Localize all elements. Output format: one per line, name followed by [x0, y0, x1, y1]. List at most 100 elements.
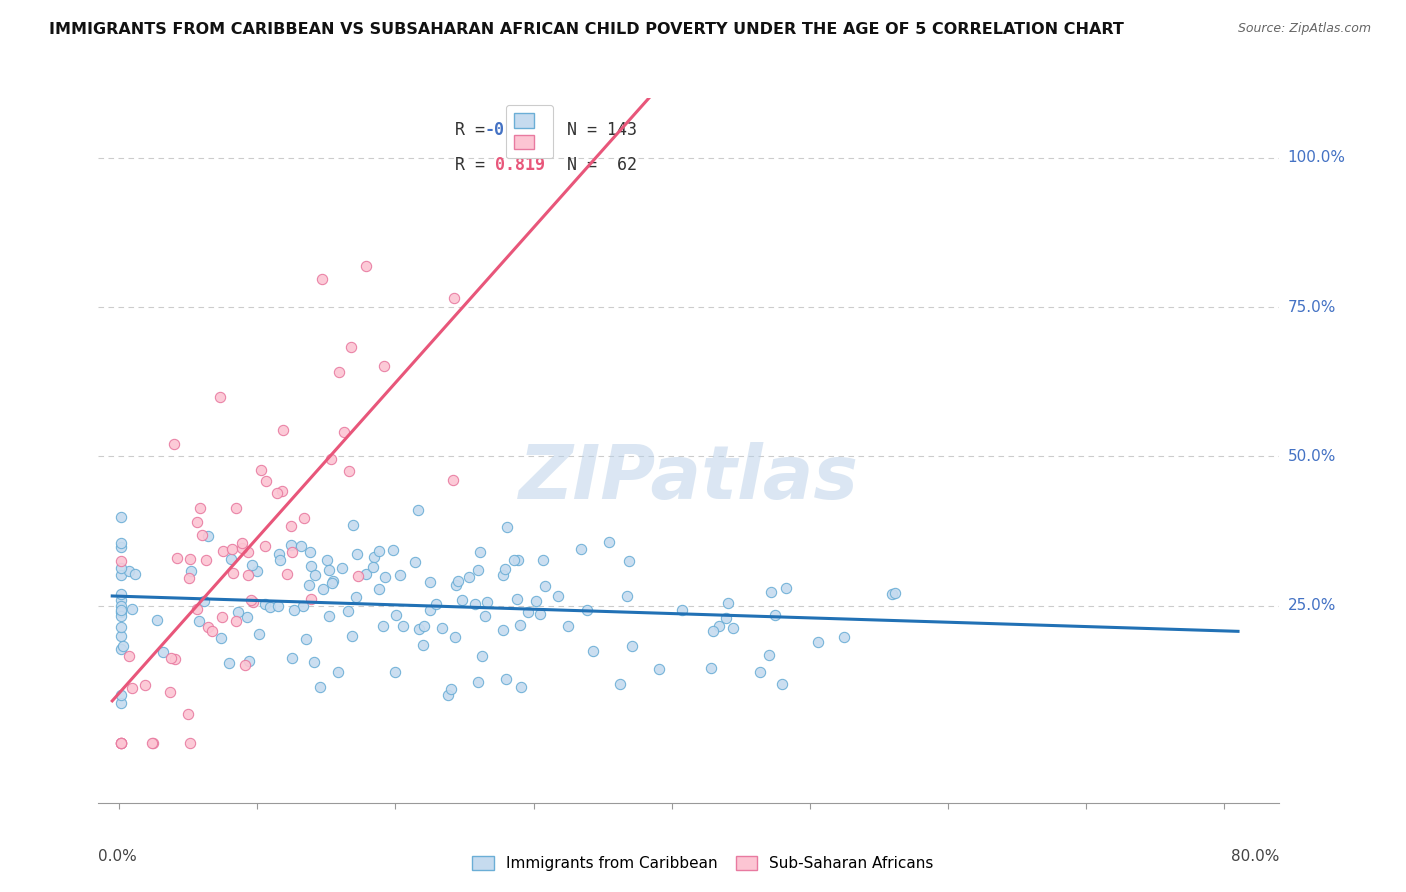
- Point: [832, 630, 855, 644]
- Point: [146, 613, 169, 627]
- Point: [222, 566, 245, 581]
- Point: [373, 359, 395, 374]
- Point: [759, 584, 782, 599]
- Point: [441, 473, 464, 487]
- Point: [110, 553, 132, 567]
- Point: [118, 564, 141, 578]
- Point: [212, 544, 235, 558]
- Legend: , : ,: [506, 105, 553, 158]
- Point: [152, 645, 174, 659]
- Point: [110, 641, 132, 656]
- Point: [231, 536, 253, 550]
- Point: [524, 594, 547, 608]
- Point: [110, 609, 132, 624]
- Point: [191, 528, 214, 542]
- Point: [496, 519, 519, 533]
- Point: [239, 593, 262, 607]
- Point: [311, 272, 333, 286]
- Point: [425, 597, 447, 611]
- Point: [253, 597, 276, 611]
- Point: [717, 596, 740, 610]
- Point: [225, 500, 247, 515]
- Point: [110, 599, 132, 614]
- Point: [238, 567, 260, 582]
- Point: [197, 529, 219, 543]
- Point: [450, 593, 472, 607]
- Point: [311, 582, 333, 596]
- Point: [529, 607, 551, 621]
- Point: [110, 696, 132, 710]
- Point: [418, 574, 440, 589]
- Point: [363, 550, 385, 565]
- Point: [266, 486, 288, 500]
- Point: [110, 736, 132, 750]
- Point: [321, 451, 343, 466]
- Point: [716, 611, 738, 625]
- Point: [280, 538, 302, 552]
- Point: [371, 619, 394, 633]
- Point: [464, 597, 486, 611]
- Point: [110, 688, 132, 702]
- Point: [233, 657, 256, 672]
- Point: [506, 552, 529, 566]
- Point: [221, 541, 243, 556]
- Point: [141, 736, 163, 750]
- Point: [134, 678, 156, 692]
- Point: [648, 662, 671, 676]
- Point: [419, 603, 441, 617]
- Point: [621, 640, 644, 654]
- Text: N =  62: N = 62: [547, 156, 637, 174]
- Point: [391, 619, 413, 633]
- Point: [186, 515, 208, 529]
- Point: [211, 609, 233, 624]
- Point: [110, 605, 132, 619]
- Point: [495, 672, 517, 686]
- Point: [242, 594, 264, 608]
- Point: [281, 650, 304, 665]
- Point: [408, 622, 430, 636]
- Point: [110, 536, 132, 550]
- Point: [326, 665, 349, 679]
- Point: [290, 540, 312, 554]
- Point: [292, 599, 315, 614]
- Point: [177, 571, 200, 585]
- Point: [179, 552, 201, 566]
- Point: [354, 567, 377, 582]
- Point: [616, 589, 638, 603]
- Point: [292, 511, 315, 525]
- Point: [477, 595, 499, 609]
- Point: [316, 553, 339, 567]
- Point: [302, 656, 325, 670]
- Point: [340, 341, 363, 355]
- Point: [121, 601, 143, 615]
- Point: [723, 621, 745, 635]
- Point: [576, 603, 599, 617]
- Point: [617, 553, 640, 567]
- Point: [444, 630, 467, 644]
- Point: [197, 620, 219, 634]
- Point: [492, 623, 515, 637]
- Point: [194, 553, 217, 567]
- Point: [269, 547, 291, 561]
- Point: [186, 602, 208, 616]
- Point: [569, 542, 592, 557]
- Point: [193, 593, 215, 607]
- Point: [209, 632, 232, 646]
- Point: [328, 365, 350, 379]
- Point: [209, 391, 232, 405]
- Point: [110, 620, 132, 634]
- Point: [246, 564, 269, 578]
- Point: [534, 579, 557, 593]
- Point: [882, 587, 904, 601]
- Point: [271, 423, 294, 437]
- Point: [510, 680, 533, 694]
- Legend: Immigrants from Caribbean, Sub-Saharan Africans: Immigrants from Caribbean, Sub-Saharan A…: [467, 849, 939, 877]
- Point: [110, 736, 132, 750]
- Point: [118, 648, 141, 663]
- Point: [318, 563, 340, 577]
- Text: 100.0%: 100.0%: [1288, 151, 1346, 165]
- Point: [321, 575, 343, 590]
- Point: [111, 639, 134, 653]
- Point: [547, 589, 569, 603]
- Point: [468, 545, 491, 559]
